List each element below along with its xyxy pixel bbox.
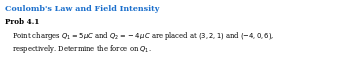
Text: respectively. Determine the force on $Q_1$.: respectively. Determine the force on $Q_… [12, 43, 152, 55]
Text: Point charges $Q_1 = 5\,\mu C$ and $Q_2 = -4\,\mu C$ are placed at $(3, 2, 1)$ a: Point charges $Q_1 = 5\,\mu C$ and $Q_2 … [12, 30, 274, 42]
Text: Coulomb's Law and Field Intensity: Coulomb's Law and Field Intensity [5, 5, 159, 13]
Text: Prob 4.1: Prob 4.1 [5, 18, 39, 26]
